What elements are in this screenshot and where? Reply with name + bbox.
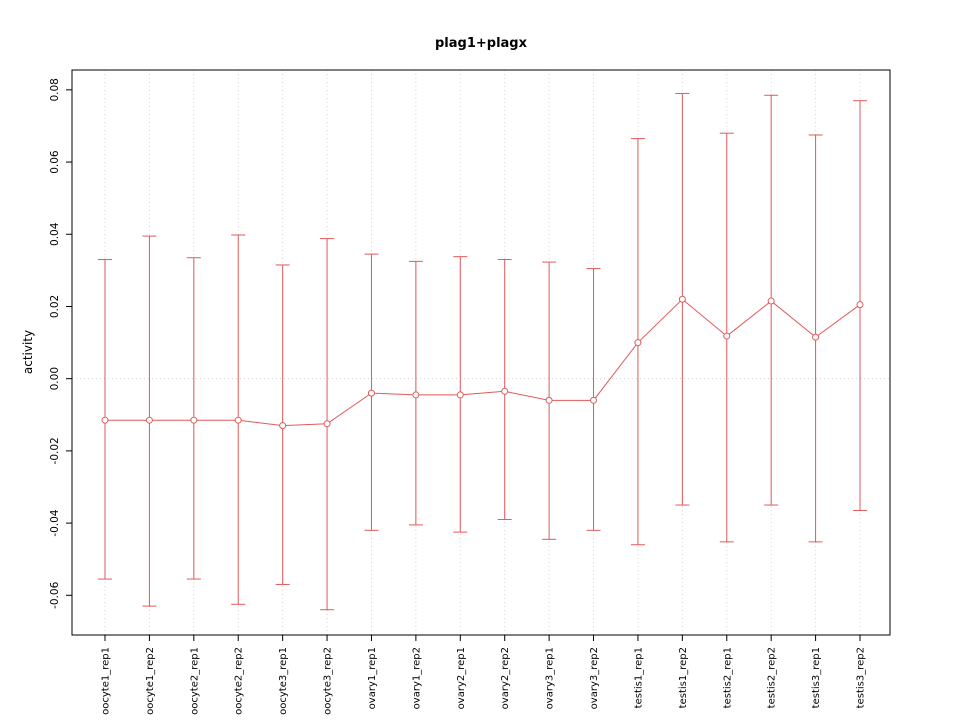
x-tick-label: oocyte2_rep2 xyxy=(234,647,245,715)
x-tick-label: oocyte1_rep2 xyxy=(145,647,156,715)
data-point xyxy=(412,391,420,399)
data-point xyxy=(101,416,109,424)
x-tick-label: ovary2_rep1 xyxy=(456,647,467,709)
y-tick-label: 0.00 xyxy=(49,367,61,390)
y-tick-label: -0.06 xyxy=(49,581,61,608)
x-tick-label: testis1_rep1 xyxy=(633,647,644,708)
data-point xyxy=(456,391,464,399)
data-point xyxy=(367,389,375,397)
data-point xyxy=(767,297,775,305)
data-point xyxy=(279,422,287,430)
data-point xyxy=(634,339,642,347)
x-tick-label: ovary1_rep1 xyxy=(367,647,378,709)
data-point xyxy=(190,416,198,424)
x-tick-label: testis2_rep1 xyxy=(722,647,733,708)
x-tick-label: ovary2_rep2 xyxy=(500,647,511,709)
y-tick-label: 0.06 xyxy=(49,150,61,174)
data-point xyxy=(234,416,242,424)
data-point xyxy=(145,416,153,424)
y-tick-label: 0.04 xyxy=(49,222,61,246)
data-point xyxy=(590,396,598,404)
plot-border xyxy=(71,69,891,636)
data-point xyxy=(856,301,864,309)
y-tick-label: 0.02 xyxy=(49,295,61,318)
data-point xyxy=(501,387,509,395)
y-tick-label: 0.08 xyxy=(49,78,61,101)
data-point xyxy=(545,396,553,404)
data-point xyxy=(812,333,820,341)
data-point xyxy=(323,420,331,428)
data-point xyxy=(723,332,731,340)
chart-title: plag1+plagx xyxy=(434,36,527,51)
x-tick-label: testis3_rep2 xyxy=(856,647,867,708)
y-tick-label: -0.04 xyxy=(49,509,61,536)
x-tick-label: oocyte3_rep1 xyxy=(278,647,289,715)
data-point xyxy=(678,295,686,303)
x-tick-label: oocyte3_rep2 xyxy=(323,647,334,715)
y-tick-label: -0.02 xyxy=(49,437,61,464)
x-tick-label: testis1_rep2 xyxy=(678,647,689,708)
x-tick-label: ovary3_rep2 xyxy=(589,647,600,709)
x-tick-label: ovary3_rep1 xyxy=(545,647,556,709)
x-tick-label: testis3_rep1 xyxy=(811,647,822,708)
x-tick-label: testis2_rep2 xyxy=(767,647,778,708)
x-tick-label: oocyte1_rep1 xyxy=(101,647,112,715)
x-tick-label: ovary1_rep2 xyxy=(411,647,422,709)
x-tick-label: oocyte2_rep1 xyxy=(189,647,200,715)
series-line xyxy=(105,298,861,427)
